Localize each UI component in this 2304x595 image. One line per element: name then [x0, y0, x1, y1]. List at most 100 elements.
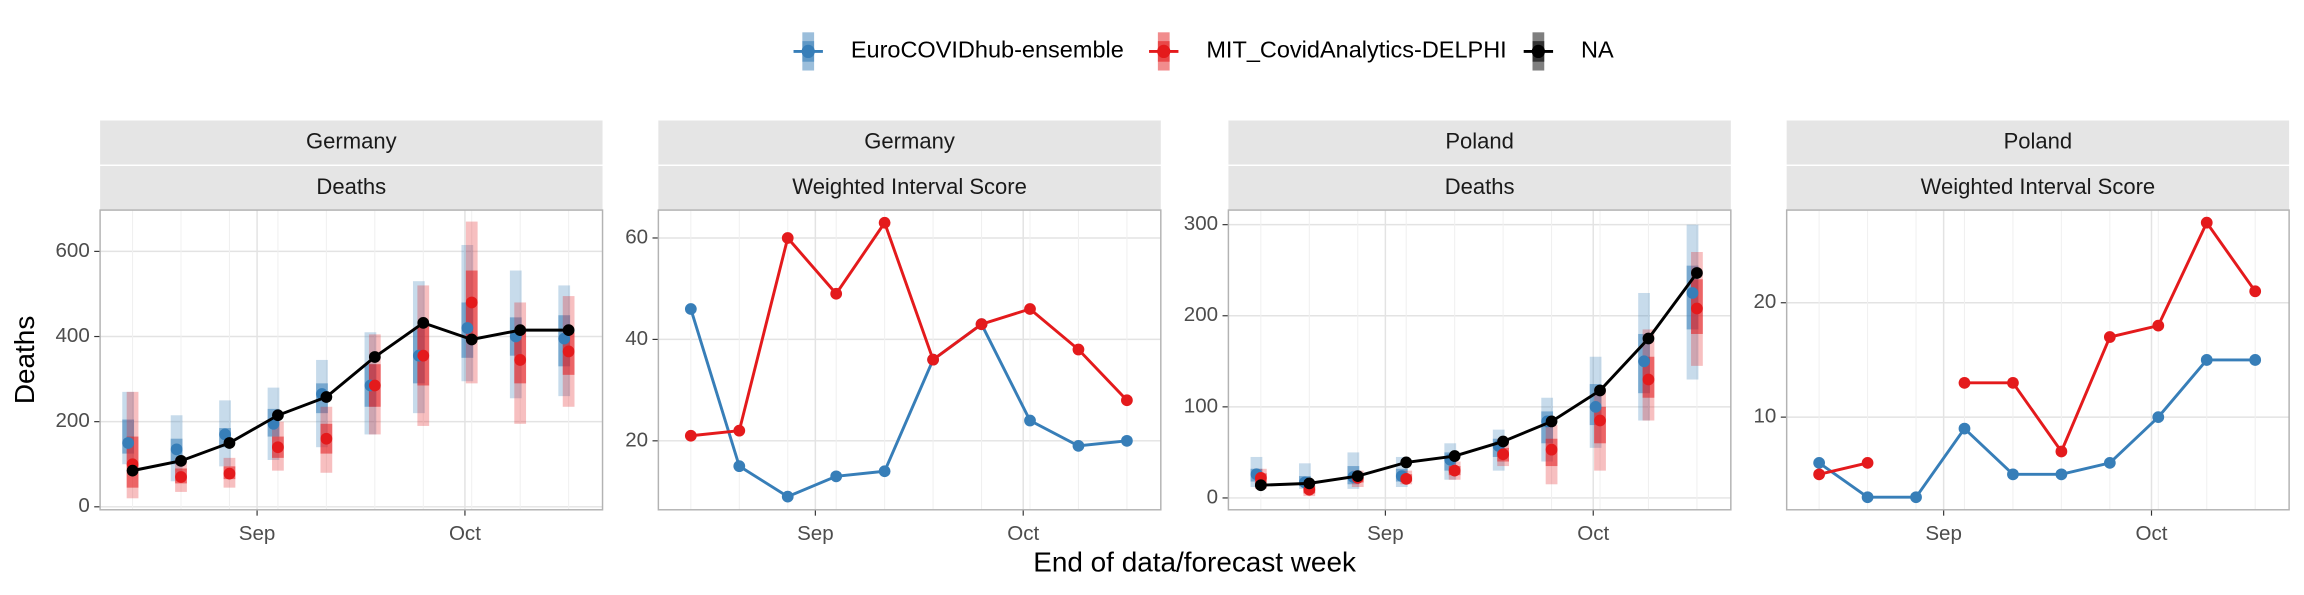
point — [223, 437, 236, 449]
point — [1121, 434, 1133, 447]
y-tick-label: 0 — [1207, 485, 1218, 508]
x-axis-title: End of data/forecast week — [1033, 547, 1356, 578]
point — [1072, 343, 1085, 356]
point — [122, 437, 135, 449]
series-line — [1818, 358, 2256, 499]
point — [1691, 302, 1703, 315]
panel-border — [1785, 209, 2290, 511]
panel-border — [657, 209, 1162, 511]
x-tick-label: Sep — [1925, 522, 1962, 545]
facet-label: Deaths — [316, 174, 386, 199]
point — [2249, 285, 2262, 298]
point — [830, 287, 843, 300]
x-tick-label: Oct — [2136, 522, 2168, 545]
legend-key-point — [1157, 44, 1171, 59]
x-tick-label: Oct — [449, 522, 481, 545]
point — [684, 303, 697, 315]
point — [126, 464, 139, 477]
point — [1545, 415, 1558, 428]
point — [1594, 384, 1606, 397]
point — [223, 467, 236, 480]
point — [2007, 376, 2019, 389]
point — [927, 353, 939, 366]
interval-50 — [1541, 411, 1554, 444]
point — [733, 460, 746, 473]
point — [975, 318, 988, 331]
point — [1813, 468, 1826, 481]
point — [562, 345, 575, 358]
point — [2103, 457, 2116, 469]
point — [830, 470, 843, 483]
facet-strip — [1228, 120, 1731, 165]
point — [1642, 373, 1655, 386]
point — [320, 432, 333, 445]
point — [1024, 303, 1036, 315]
y-tick-label: 200 — [56, 409, 90, 432]
point — [1448, 450, 1461, 462]
point — [1121, 394, 1133, 407]
point — [1400, 456, 1413, 469]
y-tick-label: 0 — [78, 494, 89, 517]
point — [368, 351, 381, 363]
point — [1448, 464, 1461, 477]
point — [1024, 414, 1036, 427]
y-tick-label: 20 — [1754, 290, 1777, 313]
y-tick-label: 400 — [56, 324, 90, 347]
point — [170, 443, 183, 456]
legend-label: EuroCOVIDhub-ensemble — [851, 37, 1124, 63]
series-line — [689, 308, 1128, 499]
x-tick-label: Sep — [239, 522, 276, 545]
x-tick-label: Oct — [1577, 522, 1609, 545]
series-line — [1260, 272, 1699, 487]
point — [2249, 354, 2262, 366]
x-tick-label: Sep — [1367, 522, 1404, 545]
y-axis-title: Deaths — [9, 316, 40, 404]
legend-key-point — [1531, 44, 1545, 59]
point — [272, 409, 284, 422]
point — [1254, 479, 1267, 492]
y-tick-label: 100 — [1184, 394, 1218, 417]
point — [1691, 267, 1703, 279]
point — [320, 391, 333, 403]
point — [2200, 216, 2213, 229]
facet-label: Poland — [2004, 128, 2073, 153]
facet-strip — [658, 166, 1161, 211]
point — [781, 232, 794, 244]
panel-border — [1227, 209, 1732, 511]
point — [272, 441, 284, 454]
facet-strip — [1786, 166, 2290, 211]
y-tick-label: 20 — [625, 428, 648, 451]
y-tick-label: 600 — [56, 239, 90, 262]
facet-label: Weighted Interval Score — [1921, 174, 2156, 199]
y-tick-label: 200 — [1184, 303, 1218, 326]
panel-border — [99, 209, 604, 511]
point — [733, 424, 746, 437]
point — [684, 429, 697, 442]
point — [1400, 472, 1413, 485]
x-tick-label: Sep — [797, 522, 834, 545]
point — [175, 454, 187, 467]
point — [1861, 457, 1874, 469]
y-tick-label: 60 — [625, 225, 648, 248]
point — [1594, 414, 1606, 427]
y-tick-label: 10 — [1754, 405, 1777, 428]
point — [2200, 354, 2213, 366]
facet-label: Deaths — [1445, 174, 1515, 199]
plot-background — [658, 210, 1161, 510]
point — [417, 349, 430, 362]
point — [878, 465, 891, 478]
series-line — [690, 219, 1128, 438]
point — [1686, 287, 1699, 299]
facet-strip — [658, 120, 1161, 165]
point — [1910, 491, 1922, 504]
point — [1958, 376, 1971, 389]
y-tick-label: 40 — [625, 327, 648, 350]
point — [2152, 411, 2165, 424]
point — [2103, 331, 2116, 343]
point — [368, 379, 381, 392]
point — [2055, 445, 2068, 458]
point — [781, 490, 794, 503]
point — [417, 317, 430, 329]
point — [1642, 332, 1655, 345]
facet-label: Germany — [306, 128, 397, 153]
